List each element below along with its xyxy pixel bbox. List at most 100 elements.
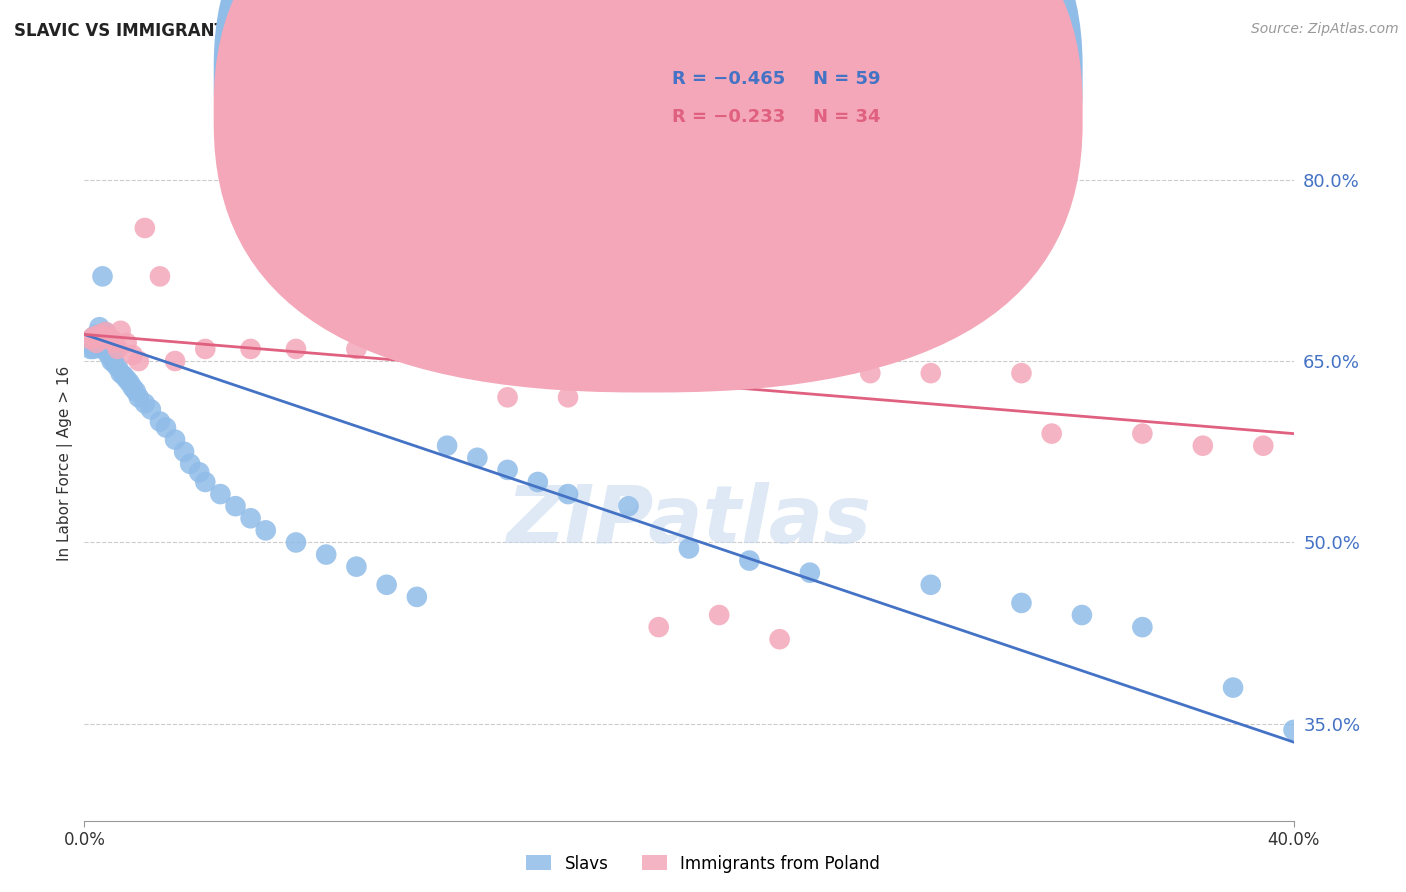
- Point: [709, 607, 731, 622]
- Text: SLAVIC VS IMMIGRANTS FROM POLAND IN LABOR FORCE | AGE > 16 CORRELATION CHART: SLAVIC VS IMMIGRANTS FROM POLAND IN LABO…: [14, 22, 853, 40]
- Point: [94, 335, 117, 350]
- Point: [225, 499, 247, 513]
- Point: [406, 342, 429, 356]
- Point: [285, 342, 308, 356]
- Point: [648, 620, 671, 634]
- Point: [194, 342, 217, 356]
- Point: [179, 457, 201, 471]
- Point: [94, 342, 117, 356]
- Point: [89, 332, 111, 346]
- Point: [82, 342, 104, 356]
- Point: [165, 354, 187, 368]
- Point: [859, 366, 882, 380]
- Point: [173, 444, 195, 458]
- Point: [1282, 723, 1305, 737]
- Point: [738, 553, 761, 567]
- Point: [1130, 426, 1153, 441]
- Point: [346, 342, 368, 356]
- Point: [134, 396, 156, 410]
- Point: [110, 324, 132, 338]
- Text: N = 59: N = 59: [813, 70, 880, 88]
- Point: [254, 524, 277, 538]
- Point: [1192, 439, 1215, 453]
- Point: [107, 360, 129, 375]
- Point: [115, 372, 138, 386]
- Point: [920, 366, 942, 380]
- Point: [104, 356, 127, 370]
- Point: [121, 348, 143, 362]
- Point: [678, 541, 700, 556]
- Point: [557, 487, 579, 501]
- Point: [97, 332, 120, 346]
- Point: [1011, 366, 1033, 380]
- Text: R = −0.233: R = −0.233: [672, 108, 786, 126]
- Point: [557, 390, 579, 404]
- Point: [89, 320, 111, 334]
- Point: [436, 439, 458, 453]
- Point: [467, 450, 489, 465]
- Point: [139, 402, 162, 417]
- Point: [1040, 426, 1063, 441]
- Point: [86, 327, 108, 342]
- Point: [209, 487, 232, 501]
- Point: [1071, 607, 1094, 622]
- Point: [94, 325, 117, 339]
- Point: [496, 463, 519, 477]
- Point: [79, 342, 101, 356]
- Point: [79, 332, 101, 346]
- Point: [406, 590, 429, 604]
- Point: [121, 381, 143, 395]
- Point: [920, 578, 942, 592]
- Point: [91, 269, 114, 284]
- Point: [97, 330, 120, 344]
- Point: [239, 342, 262, 356]
- Point: [188, 465, 211, 479]
- Point: [1222, 681, 1244, 695]
- Point: [100, 332, 122, 346]
- Point: [315, 548, 337, 562]
- Point: [100, 339, 122, 353]
- Point: [128, 390, 150, 404]
- Point: [86, 335, 108, 350]
- Point: [1130, 620, 1153, 634]
- Point: [799, 566, 821, 580]
- Y-axis label: In Labor Force | Age > 16: In Labor Force | Age > 16: [58, 367, 73, 561]
- Point: [110, 366, 132, 380]
- Point: [82, 330, 104, 344]
- Point: [149, 269, 172, 284]
- Point: [239, 511, 262, 525]
- Point: [346, 559, 368, 574]
- Point: [118, 376, 141, 390]
- Point: [86, 335, 108, 350]
- Point: [125, 384, 148, 399]
- Text: Source: ZipAtlas.com: Source: ZipAtlas.com: [1251, 22, 1399, 37]
- Point: [165, 433, 187, 447]
- Point: [104, 335, 127, 350]
- Point: [91, 342, 114, 356]
- Text: ZIPatlas: ZIPatlas: [506, 482, 872, 560]
- Legend: Slavs, Immigrants from Poland: Slavs, Immigrants from Poland: [519, 848, 887, 880]
- Point: [134, 221, 156, 235]
- Point: [107, 342, 129, 356]
- Point: [82, 330, 104, 344]
- Point: [194, 475, 217, 489]
- Point: [1253, 439, 1275, 453]
- Point: [496, 390, 519, 404]
- Point: [285, 535, 308, 549]
- Text: N = 34: N = 34: [813, 108, 880, 126]
- Point: [112, 368, 135, 383]
- Point: [769, 632, 792, 647]
- Point: [1011, 596, 1033, 610]
- Point: [94, 325, 117, 339]
- Point: [155, 420, 177, 434]
- Point: [527, 475, 550, 489]
- Point: [104, 344, 127, 359]
- Point: [617, 499, 640, 513]
- Point: [97, 348, 120, 362]
- Point: [128, 354, 150, 368]
- Point: [89, 327, 111, 342]
- Point: [375, 578, 398, 592]
- Text: R = −0.465: R = −0.465: [672, 70, 786, 88]
- Point: [100, 354, 122, 368]
- Point: [91, 332, 114, 346]
